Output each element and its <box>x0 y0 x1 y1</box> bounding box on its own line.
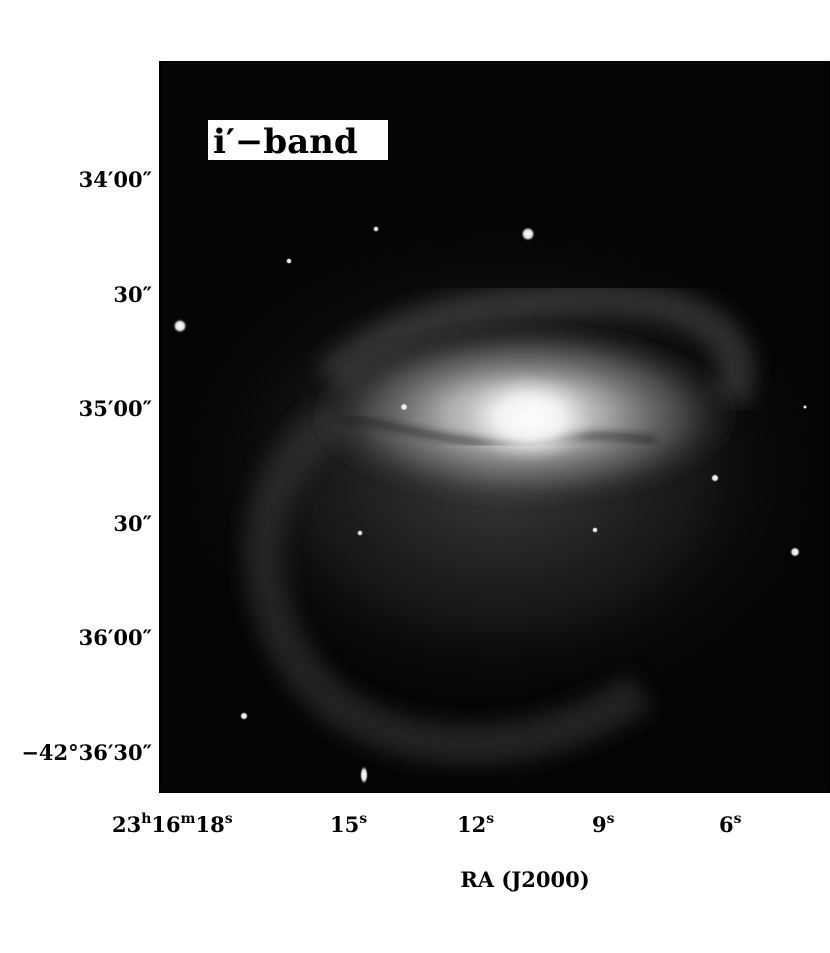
y-tick-label: 36′00″ <box>79 625 152 650</box>
x-tick-label: 6s <box>719 811 742 837</box>
star <box>400 403 408 411</box>
star <box>286 258 292 264</box>
star <box>357 530 363 536</box>
star <box>240 712 248 720</box>
y-tick-label: 30″ <box>113 282 152 307</box>
star <box>592 527 598 533</box>
galaxy-image <box>160 62 830 792</box>
spiral-arm-lower <box>243 402 652 765</box>
galaxy-core <box>465 376 595 460</box>
star <box>711 474 719 482</box>
x-axis-tick-labels: 23h16m18s 15s 12s 9s 6s <box>112 811 742 837</box>
star <box>803 405 807 409</box>
star <box>173 319 187 333</box>
star <box>360 766 368 784</box>
star <box>790 547 800 557</box>
y-tick-label: −42°36′30″ <box>21 740 152 765</box>
x-tick-label: 9s <box>592 811 615 837</box>
band-label: i′−band <box>213 122 358 162</box>
x-axis-title: RA (J2000) <box>460 867 589 892</box>
star <box>373 226 379 232</box>
y-axis-tick-labels: 34′00″ 30″ 35′00″ 30″ 36′00″ −42°36′30″ <box>21 167 152 765</box>
band-label-box: i′−band <box>208 120 388 162</box>
star <box>521 227 535 241</box>
x-tick-label: 15s <box>330 811 367 837</box>
y-tick-label: 30″ <box>113 511 152 536</box>
x-tick-label-first: 23h16m18s <box>112 811 233 837</box>
y-tick-label: 34′00″ <box>79 167 152 192</box>
spiral-arm-upper <box>317 280 755 408</box>
plot-frame <box>159 61 830 793</box>
y-tick-label: 35′00″ <box>79 396 152 421</box>
x-tick-label: 12s <box>457 811 494 837</box>
